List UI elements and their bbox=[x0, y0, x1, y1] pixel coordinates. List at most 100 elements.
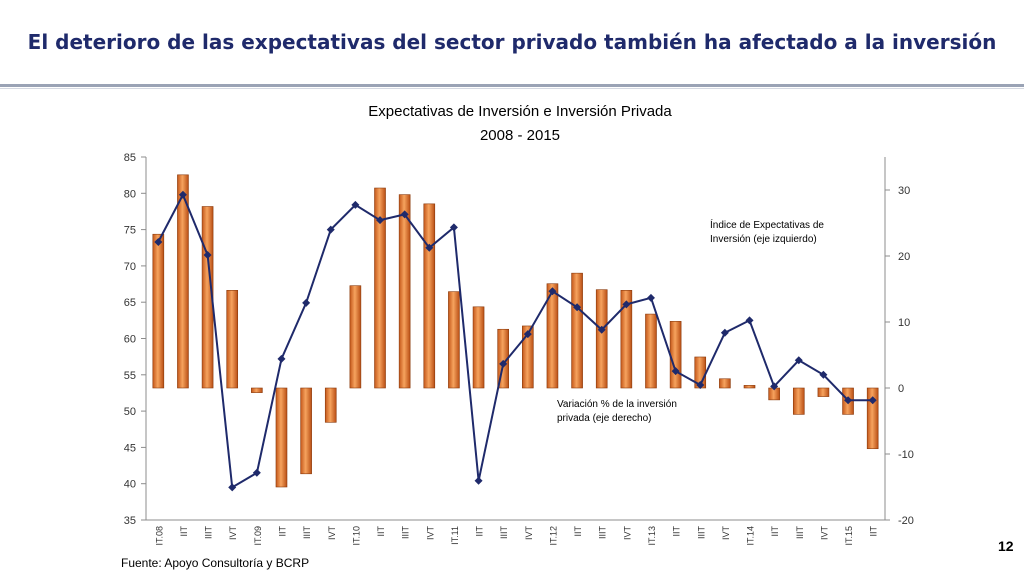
expectations-index-point bbox=[671, 367, 680, 376]
bar-investment-variation bbox=[423, 203, 436, 389]
left-axis-tick-label: 40 bbox=[124, 479, 136, 491]
chart-axes: 85 80 75 70 65 60 55 50 45 40 35 30 20 10 0 -10 -20 bbox=[124, 152, 914, 527]
left-axis-tick-label: 35 bbox=[124, 515, 136, 527]
chart-subtitle: 2008 - 2015 bbox=[480, 127, 560, 144]
expectations-index-line bbox=[157, 192, 873, 489]
x-axis-category-label: IIIT bbox=[204, 525, 214, 539]
expectations-index-point bbox=[622, 300, 631, 309]
bar-investment-variation bbox=[546, 283, 559, 389]
expectations-index-point bbox=[794, 356, 803, 365]
expectations-index-point bbox=[745, 316, 754, 325]
expectations-index-point bbox=[154, 237, 163, 246]
page-number: 12 bbox=[998, 538, 1014, 554]
expectations-index-point bbox=[548, 287, 557, 296]
category-labels: IT.08 IIT IIIT IVT IT.09 IIT IIIT IVT IT.10 IIT II… bbox=[154, 525, 878, 545]
x-axis-category-label: IVT bbox=[425, 526, 435, 541]
left-axis-tick-label: 60 bbox=[124, 334, 136, 346]
expectations-index-point bbox=[351, 200, 360, 209]
expectations-index-point bbox=[277, 354, 286, 363]
left-axis-tick-label: 55 bbox=[124, 370, 136, 382]
x-axis-category-label: IIIT bbox=[795, 525, 805, 539]
expectations-index-point bbox=[819, 370, 828, 379]
right-axis-tick-label: 30 bbox=[898, 185, 910, 197]
title-divider-light bbox=[0, 88, 1024, 89]
x-axis-category-label: IT.09 bbox=[253, 526, 263, 546]
x-axis-category-label: IIIT bbox=[302, 525, 312, 539]
slide-title: El deterioro de las expectativas del sec… bbox=[27, 30, 997, 54]
expectations-index-point bbox=[376, 216, 385, 225]
bar-investment-variation bbox=[669, 321, 682, 389]
line-series-annotation-line: Índice de Expectativas de bbox=[710, 218, 824, 231]
x-axis-category-label: IIIT bbox=[401, 525, 411, 539]
bar-investment-variation bbox=[374, 187, 386, 389]
expectations-index-point bbox=[499, 359, 508, 368]
x-axis-category-label: IVT bbox=[228, 526, 238, 541]
bar-series-annotation-line: privada (eje derecho) bbox=[557, 413, 652, 424]
chart-title: Expectativas de Inversión e Inversión Pr… bbox=[368, 103, 672, 120]
bar-investment-variation bbox=[300, 387, 312, 475]
expectations-index-point bbox=[646, 293, 655, 302]
expectations-index-point bbox=[844, 396, 853, 405]
expectations-index-point bbox=[597, 325, 606, 334]
bar-investment-variation bbox=[349, 285, 362, 389]
expectations-index-point bbox=[449, 223, 458, 232]
bar-investment-variation bbox=[448, 291, 460, 389]
left-axis-tick-label: 50 bbox=[124, 406, 136, 418]
x-axis-category-label: IT.13 bbox=[647, 526, 657, 546]
left-axis-tick-label: 70 bbox=[124, 261, 136, 273]
right-axis-tick-label: 20 bbox=[898, 251, 910, 263]
bar-investment-variation bbox=[620, 290, 633, 389]
line-series-annotation-line: Inversión (eje izquierdo) bbox=[710, 234, 817, 245]
expectations-index-point bbox=[228, 483, 237, 492]
expectations-index-point bbox=[400, 210, 409, 219]
bar-investment-variation bbox=[324, 387, 337, 423]
left-axis-tick-label: 80 bbox=[124, 188, 136, 200]
bar-investment-variation bbox=[792, 387, 805, 415]
x-axis-category-label: IVT bbox=[524, 526, 534, 541]
expectations-index-point bbox=[523, 330, 532, 339]
bar-investment-variation bbox=[522, 325, 534, 389]
bar-investment-variation bbox=[645, 313, 657, 389]
bar-investment-variation bbox=[571, 272, 583, 389]
left-axis-tick-label: 45 bbox=[124, 442, 136, 454]
bar-series-annotation-line: Variación % de la inversión bbox=[557, 399, 677, 410]
x-axis-category-label: IIT bbox=[573, 525, 583, 536]
expectations-index-point bbox=[326, 225, 335, 234]
x-axis-category-label: IT.11 bbox=[450, 526, 460, 545]
x-axis-category-label: IVT bbox=[327, 526, 337, 541]
bar-investment-variation bbox=[595, 289, 608, 389]
bar-investment-variation bbox=[251, 387, 263, 393]
left-axis-tick-label: 65 bbox=[124, 297, 136, 309]
x-axis-category-label: IIIT bbox=[499, 525, 509, 539]
x-axis-category-label: IVT bbox=[819, 526, 829, 541]
left-axis-tick-label: 85 bbox=[124, 152, 136, 164]
expectations-index-point bbox=[474, 476, 483, 485]
bar-investment-variation bbox=[817, 387, 830, 397]
bar-series-annotation: Variación % de la inversión privada (eje … bbox=[557, 399, 677, 424]
expectations-index-point bbox=[425, 243, 434, 252]
expectations-index-point bbox=[868, 396, 877, 405]
x-axis-category-label: IIT bbox=[376, 525, 386, 536]
expectations-index-point bbox=[720, 328, 729, 337]
bar-investment-variation bbox=[743, 385, 756, 389]
line-series-annotation: Índice de Expectativas de Inversión (eje … bbox=[710, 218, 824, 245]
expectations-index-point bbox=[302, 298, 311, 307]
bar-investment-variation bbox=[201, 206, 214, 389]
expectations-index-point bbox=[770, 382, 779, 391]
x-axis-category-label: IT.14 bbox=[746, 526, 756, 546]
bar-investment-variation bbox=[398, 194, 411, 389]
chart-annotations: Índice de Expectativas de Inversión (eje … bbox=[557, 218, 824, 424]
source-note: Fuente: Apoyo Consultoría y BCRP bbox=[121, 556, 310, 570]
x-axis-category-label: IIIT bbox=[598, 525, 608, 539]
bar-investment-variation bbox=[719, 378, 731, 389]
x-axis-category-label: IIT bbox=[869, 525, 879, 536]
right-axis-tick-label: 10 bbox=[898, 317, 910, 329]
x-axis-category-label: IT.15 bbox=[844, 526, 854, 546]
x-axis-category-label: IVT bbox=[622, 526, 632, 541]
expectations-index-point bbox=[203, 251, 212, 260]
right-axis-tick-label: -20 bbox=[898, 515, 914, 527]
bar-investment-variation bbox=[226, 290, 239, 389]
expectations-index-point bbox=[178, 190, 187, 199]
x-axis-category-label: IIT bbox=[672, 525, 682, 536]
